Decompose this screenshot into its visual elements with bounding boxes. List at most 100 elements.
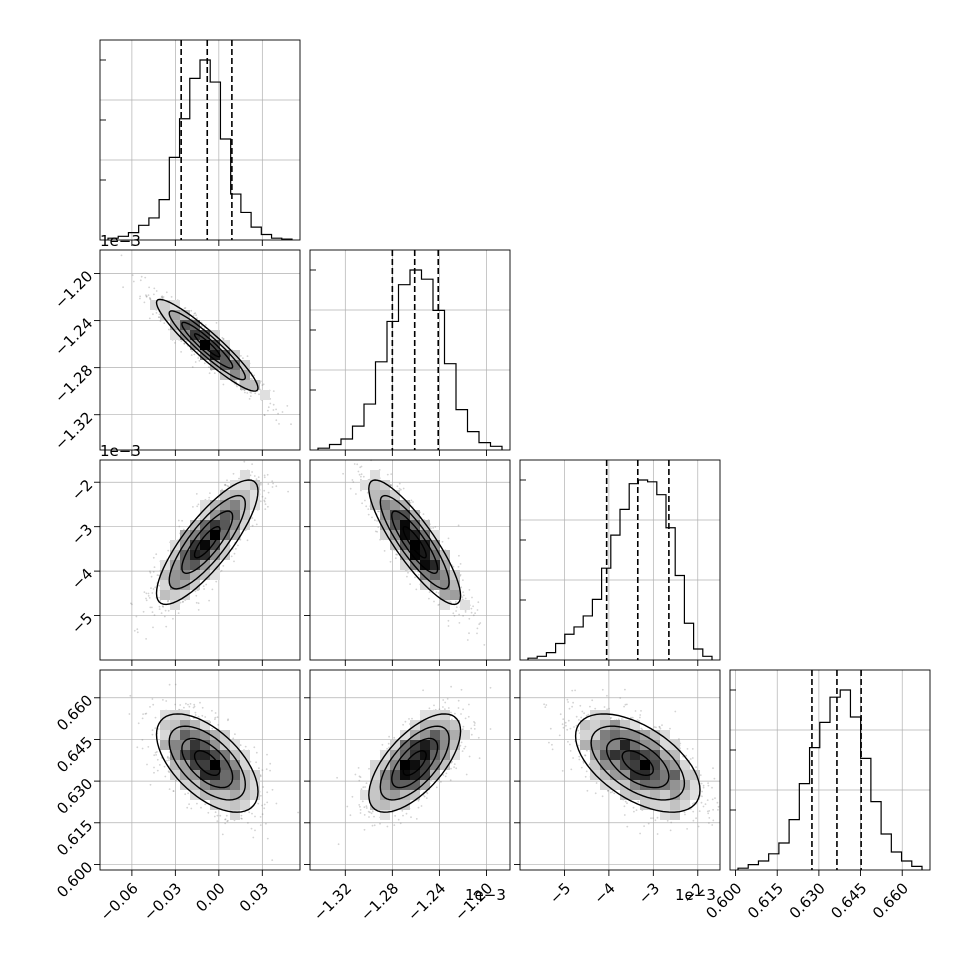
density-bin [230, 360, 240, 370]
scatter-point [460, 586, 463, 589]
scatter-point [351, 479, 354, 481]
scatter-point [156, 769, 159, 772]
density-bin [210, 570, 220, 580]
scatter-point [214, 811, 217, 814]
scatter-point [140, 275, 143, 278]
scatter-point [204, 803, 207, 806]
scatter-point [163, 765, 166, 768]
scatter-point [183, 307, 186, 310]
scatter-point [352, 481, 355, 483]
scatter-point [167, 549, 170, 552]
scatter-point [158, 316, 161, 319]
scatter-point [468, 617, 471, 620]
scatter-point [193, 312, 196, 315]
scatter-point [248, 398, 251, 400]
scatter-point [149, 783, 152, 786]
scatter-point [247, 822, 249, 824]
scatter-point [194, 590, 197, 593]
density-bin [450, 590, 460, 600]
scatter-point [263, 807, 266, 810]
scatter-point [462, 579, 464, 581]
scatter-point [470, 607, 473, 610]
scatter-point [251, 524, 254, 527]
scatter-point [153, 754, 156, 757]
scatter-point [136, 631, 139, 634]
scatter-point [266, 473, 269, 476]
scatter-point [483, 644, 486, 646]
scatter-point [255, 751, 258, 754]
scatter-point [219, 814, 222, 817]
scatter-point [365, 505, 368, 508]
scatter-point [266, 791, 269, 794]
axes-frame [99, 39, 301, 241]
scatter-point [161, 297, 164, 299]
scatter-point [145, 592, 148, 595]
scatter-point [191, 366, 194, 368]
scatter-point [407, 571, 409, 574]
density-bin [160, 580, 170, 590]
scatter-point [220, 569, 223, 572]
scatter-point [133, 629, 136, 632]
scatter-point [158, 316, 160, 318]
scatter-point [213, 372, 216, 374]
scatter-point [269, 769, 271, 772]
scatter-point [145, 597, 147, 600]
scatter-point [263, 499, 266, 502]
scatter-point [166, 759, 168, 762]
scatter-point [211, 727, 214, 730]
scatter-point [250, 827, 253, 830]
scatter-point [367, 513, 370, 516]
scatter-point [257, 802, 260, 805]
scatter-point [209, 492, 211, 494]
density-bin [230, 500, 240, 510]
scatter-point [244, 745, 247, 748]
density-bin [230, 510, 240, 520]
scatter-point [155, 553, 158, 556]
scatter-point [374, 519, 376, 522]
scatter-point [194, 361, 197, 363]
scatter-point [263, 474, 266, 477]
scatter-point [205, 583, 208, 586]
scatter-point [466, 639, 469, 641]
scatter-point [246, 392, 249, 394]
density-bin [220, 370, 230, 380]
scatter-point [433, 600, 435, 603]
scatter-point [471, 596, 473, 599]
contour-line [155, 298, 259, 392]
scatter-point [255, 523, 258, 526]
scatter-point [477, 601, 480, 604]
scatter-point [267, 491, 270, 494]
scatter-point [158, 313, 161, 316]
scatter-point [151, 729, 154, 731]
scatter-point [152, 556, 155, 559]
axes-frame [309, 249, 511, 451]
scatter-point [147, 595, 150, 597]
scatter-point [131, 603, 133, 606]
scatter-point [260, 482, 262, 484]
scatter-point [201, 325, 204, 327]
scatter-point [447, 619, 450, 622]
scatter-point [468, 589, 471, 591]
scatter-point [152, 588, 155, 590]
scatter-point [195, 594, 198, 597]
scatter-point [452, 612, 455, 615]
scatter-point [263, 414, 266, 416]
density-bin [210, 340, 220, 350]
scatter-point [166, 600, 169, 603]
scatter-point [455, 606, 458, 609]
histogram-1 [317, 269, 503, 450]
scatter-point [163, 615, 166, 618]
scatter-point [188, 803, 191, 806]
density-bin [200, 340, 210, 350]
scatter-point [208, 599, 211, 602]
scatter-point [234, 733, 236, 736]
scatter-point [232, 472, 235, 475]
scatter-point [162, 296, 165, 298]
scatter-point [148, 286, 151, 289]
scatter-point [191, 318, 194, 320]
scatter-point [263, 414, 266, 417]
scatter-point [476, 609, 479, 611]
density-bin [230, 370, 240, 380]
